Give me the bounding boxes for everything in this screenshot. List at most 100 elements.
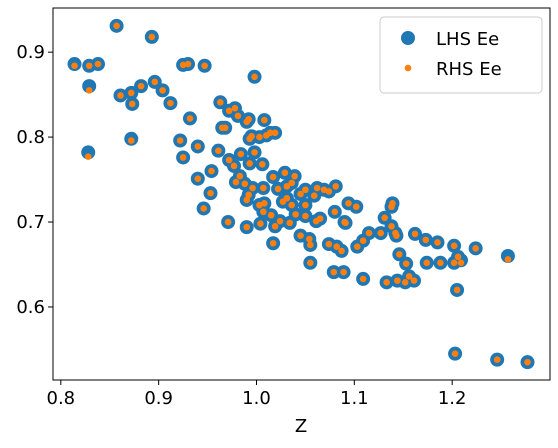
point xyxy=(260,184,267,192)
x-tick-label: 0.9 xyxy=(144,388,173,409)
point xyxy=(333,243,341,250)
point xyxy=(405,273,413,280)
point xyxy=(215,147,222,154)
point xyxy=(243,223,251,231)
point xyxy=(194,175,202,183)
point xyxy=(302,186,309,194)
x-axis-label: Z xyxy=(295,416,307,437)
point xyxy=(402,260,410,267)
point xyxy=(302,212,309,220)
point xyxy=(232,178,240,186)
point xyxy=(325,188,333,195)
point xyxy=(524,358,531,366)
point xyxy=(71,62,78,70)
point xyxy=(274,185,282,193)
point xyxy=(396,251,403,258)
point xyxy=(251,149,258,156)
point xyxy=(81,145,96,160)
point xyxy=(248,132,255,140)
point xyxy=(388,203,395,211)
point xyxy=(230,162,238,170)
x-tick-label: 1.2 xyxy=(438,388,467,409)
point xyxy=(245,191,252,199)
point xyxy=(472,245,479,252)
y-tick-label: 0.7 xyxy=(16,212,45,233)
point xyxy=(269,239,277,247)
point xyxy=(283,183,291,190)
point xyxy=(306,235,313,243)
point xyxy=(393,232,400,239)
point xyxy=(288,201,296,209)
point xyxy=(340,268,347,276)
point xyxy=(221,124,229,132)
x-tick-label: 1.0 xyxy=(242,388,271,409)
point xyxy=(359,237,367,245)
point xyxy=(342,219,349,227)
point xyxy=(297,190,304,198)
point xyxy=(200,205,207,212)
point xyxy=(281,169,289,177)
point xyxy=(454,253,462,261)
y-tick-label: 0.9 xyxy=(16,42,45,63)
point xyxy=(453,286,461,294)
point xyxy=(113,22,120,30)
point xyxy=(312,217,320,225)
x-tick-label: 0.8 xyxy=(47,388,76,409)
point xyxy=(225,156,233,164)
point xyxy=(117,92,124,99)
point xyxy=(383,279,390,286)
point xyxy=(94,60,102,68)
point xyxy=(225,107,233,115)
point xyxy=(410,277,418,284)
point xyxy=(310,192,318,199)
point xyxy=(450,259,458,267)
point xyxy=(261,200,268,207)
point xyxy=(241,180,249,188)
point xyxy=(179,154,187,161)
point xyxy=(504,256,512,263)
point xyxy=(381,214,388,222)
point xyxy=(257,220,264,228)
point xyxy=(307,241,314,249)
point xyxy=(266,129,274,137)
point xyxy=(276,217,284,225)
point xyxy=(457,259,465,267)
point xyxy=(359,275,367,283)
point xyxy=(194,143,202,150)
legend-label: RHS Ee xyxy=(436,59,502,80)
point xyxy=(84,153,92,160)
point xyxy=(422,236,430,244)
point xyxy=(236,172,244,180)
point xyxy=(271,129,279,137)
point xyxy=(224,218,232,226)
point xyxy=(411,230,419,238)
point xyxy=(437,259,444,267)
point xyxy=(246,160,253,167)
point xyxy=(302,201,309,209)
point xyxy=(434,239,441,246)
point xyxy=(256,133,263,141)
point xyxy=(127,89,135,97)
point xyxy=(394,277,401,284)
point xyxy=(291,172,298,180)
point xyxy=(288,179,296,187)
point xyxy=(82,79,97,94)
point xyxy=(331,208,339,216)
point xyxy=(451,350,459,357)
point xyxy=(307,259,314,267)
legend-box xyxy=(379,16,543,94)
point xyxy=(401,279,409,286)
point xyxy=(297,232,304,239)
point xyxy=(260,208,267,216)
point xyxy=(176,137,184,144)
point xyxy=(353,243,361,250)
point xyxy=(216,98,224,106)
point xyxy=(292,211,299,218)
point xyxy=(423,259,431,267)
legend-marker xyxy=(404,64,412,72)
point xyxy=(251,73,258,81)
point xyxy=(313,184,321,192)
y-tick-label: 0.8 xyxy=(16,127,45,148)
point xyxy=(271,222,279,230)
point xyxy=(234,112,242,120)
